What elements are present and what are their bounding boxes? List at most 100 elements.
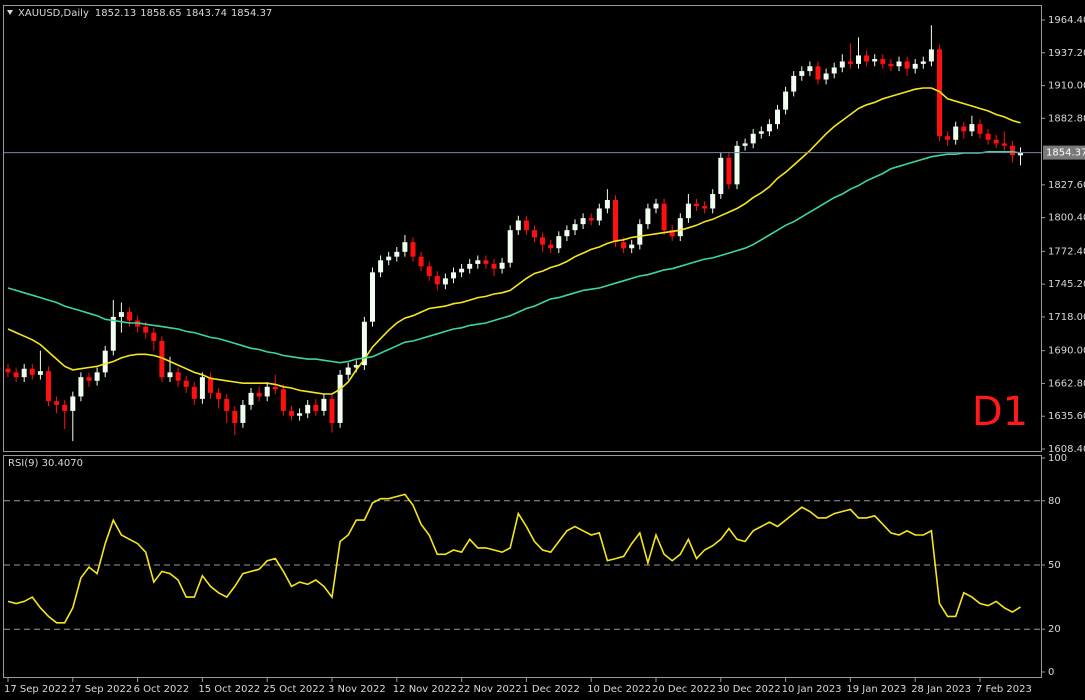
candle-body bbox=[70, 396, 76, 411]
candle-body bbox=[386, 256, 392, 261]
candle-body bbox=[969, 124, 975, 132]
last-price-label: 1854.37 bbox=[1046, 148, 1085, 159]
y-tick-label: 1635.60 bbox=[1048, 411, 1085, 422]
y-tick-label: 1745.20 bbox=[1048, 279, 1085, 290]
candle-body bbox=[491, 263, 497, 269]
candle-body bbox=[483, 260, 489, 264]
candle-body bbox=[653, 203, 659, 209]
candle-body bbox=[758, 131, 764, 134]
candle-body bbox=[977, 124, 983, 134]
x-tick-label: 17 Sep 2022 bbox=[4, 684, 67, 695]
candle-body bbox=[799, 71, 805, 76]
candle-body bbox=[159, 341, 165, 378]
last-low: 1843.74 bbox=[186, 8, 227, 19]
x-tick-label: 28 Jan 2023 bbox=[911, 684, 971, 695]
candle-body bbox=[434, 275, 440, 285]
candle-body bbox=[199, 377, 205, 399]
x-tick-label: 30 Dec 2022 bbox=[717, 684, 781, 695]
rsi-title: RSI(9) 30.4070 bbox=[8, 458, 83, 469]
candle-body bbox=[370, 272, 375, 322]
candle-body bbox=[21, 368, 27, 378]
candle-body bbox=[272, 386, 278, 390]
last-open: 1852.13 bbox=[95, 8, 136, 19]
candle-body bbox=[467, 263, 473, 269]
candle-body bbox=[920, 61, 926, 64]
candle-body bbox=[167, 372, 173, 378]
candle-body bbox=[734, 145, 740, 185]
candle-body bbox=[46, 371, 51, 402]
candle-body bbox=[442, 278, 448, 285]
y-tick-label: 1827.60 bbox=[1048, 180, 1085, 191]
candle-body bbox=[394, 251, 400, 257]
candle-body bbox=[839, 61, 845, 68]
candle-body bbox=[102, 350, 108, 373]
y-tick-label: 1662.80 bbox=[1048, 378, 1085, 389]
main-panel bbox=[3, 5, 1042, 452]
candle-body bbox=[256, 392, 262, 397]
candle-body bbox=[410, 242, 416, 257]
candle-body bbox=[807, 66, 813, 72]
candle-body bbox=[507, 230, 513, 263]
candle-body bbox=[151, 332, 157, 342]
candle-body bbox=[515, 220, 521, 231]
candle-body bbox=[143, 326, 149, 333]
candle-body bbox=[232, 410, 238, 423]
candle-body bbox=[402, 242, 408, 252]
candle-body bbox=[945, 136, 951, 140]
candle-body bbox=[289, 410, 294, 416]
y-tick-label: 1964.40 bbox=[1048, 15, 1085, 26]
candle-body bbox=[872, 59, 878, 62]
candle-body bbox=[297, 413, 303, 416]
candle-body bbox=[337, 374, 343, 423]
x-tick-label: 10 Jan 2023 bbox=[782, 684, 842, 695]
y-tick-label: 1772.40 bbox=[1048, 246, 1085, 257]
x-tick-label: 15 Oct 2022 bbox=[198, 684, 260, 695]
candle-body bbox=[1009, 145, 1015, 156]
candle-body bbox=[475, 260, 481, 264]
candle-body bbox=[248, 392, 254, 405]
rsi-line bbox=[7, 493, 1021, 624]
moving-average bbox=[7, 151, 1021, 364]
menu-arrow[interactable] bbox=[7, 10, 13, 15]
candle-body bbox=[353, 365, 359, 368]
candle-body bbox=[604, 200, 610, 209]
candle-body bbox=[742, 143, 748, 146]
candle-body bbox=[694, 203, 699, 207]
y-tick-label: 1937.20 bbox=[1048, 48, 1085, 59]
candle-body bbox=[175, 372, 181, 381]
symbol: XAUUSD,Daily bbox=[18, 8, 89, 19]
x-tick-label: 7 Feb 2023 bbox=[976, 684, 1032, 695]
y-tick-label: 100 bbox=[1048, 453, 1067, 464]
candle-body bbox=[847, 61, 853, 64]
candle-body bbox=[191, 386, 197, 399]
candle-body bbox=[904, 61, 910, 69]
candle-body bbox=[540, 237, 546, 245]
candle-body bbox=[896, 61, 902, 67]
candle-body bbox=[224, 398, 230, 411]
candle-body bbox=[5, 368, 11, 373]
candle-body bbox=[864, 55, 870, 62]
candle-body bbox=[499, 262, 505, 269]
x-tick-label: 1 Dec 2022 bbox=[522, 684, 580, 695]
candle-body bbox=[880, 59, 886, 64]
candle-body bbox=[985, 133, 991, 140]
x-tick-label: 19 Jan 2023 bbox=[846, 684, 906, 695]
candle-body bbox=[912, 63, 918, 69]
candle-body bbox=[556, 236, 562, 249]
x-tick-label: 27 Sep 2022 bbox=[69, 684, 132, 695]
candle-body bbox=[378, 260, 384, 273]
candle-body bbox=[677, 218, 683, 237]
candle-body bbox=[240, 404, 246, 423]
y-tick-label: 1800.40 bbox=[1048, 213, 1085, 224]
candle-body bbox=[888, 63, 894, 67]
candle-body bbox=[280, 389, 286, 411]
candle-body bbox=[750, 133, 756, 144]
candle-body bbox=[596, 208, 602, 221]
candle-body bbox=[313, 404, 319, 411]
rsi-panel bbox=[3, 455, 1042, 678]
candle-body bbox=[588, 218, 594, 221]
candle-body bbox=[661, 203, 667, 231]
